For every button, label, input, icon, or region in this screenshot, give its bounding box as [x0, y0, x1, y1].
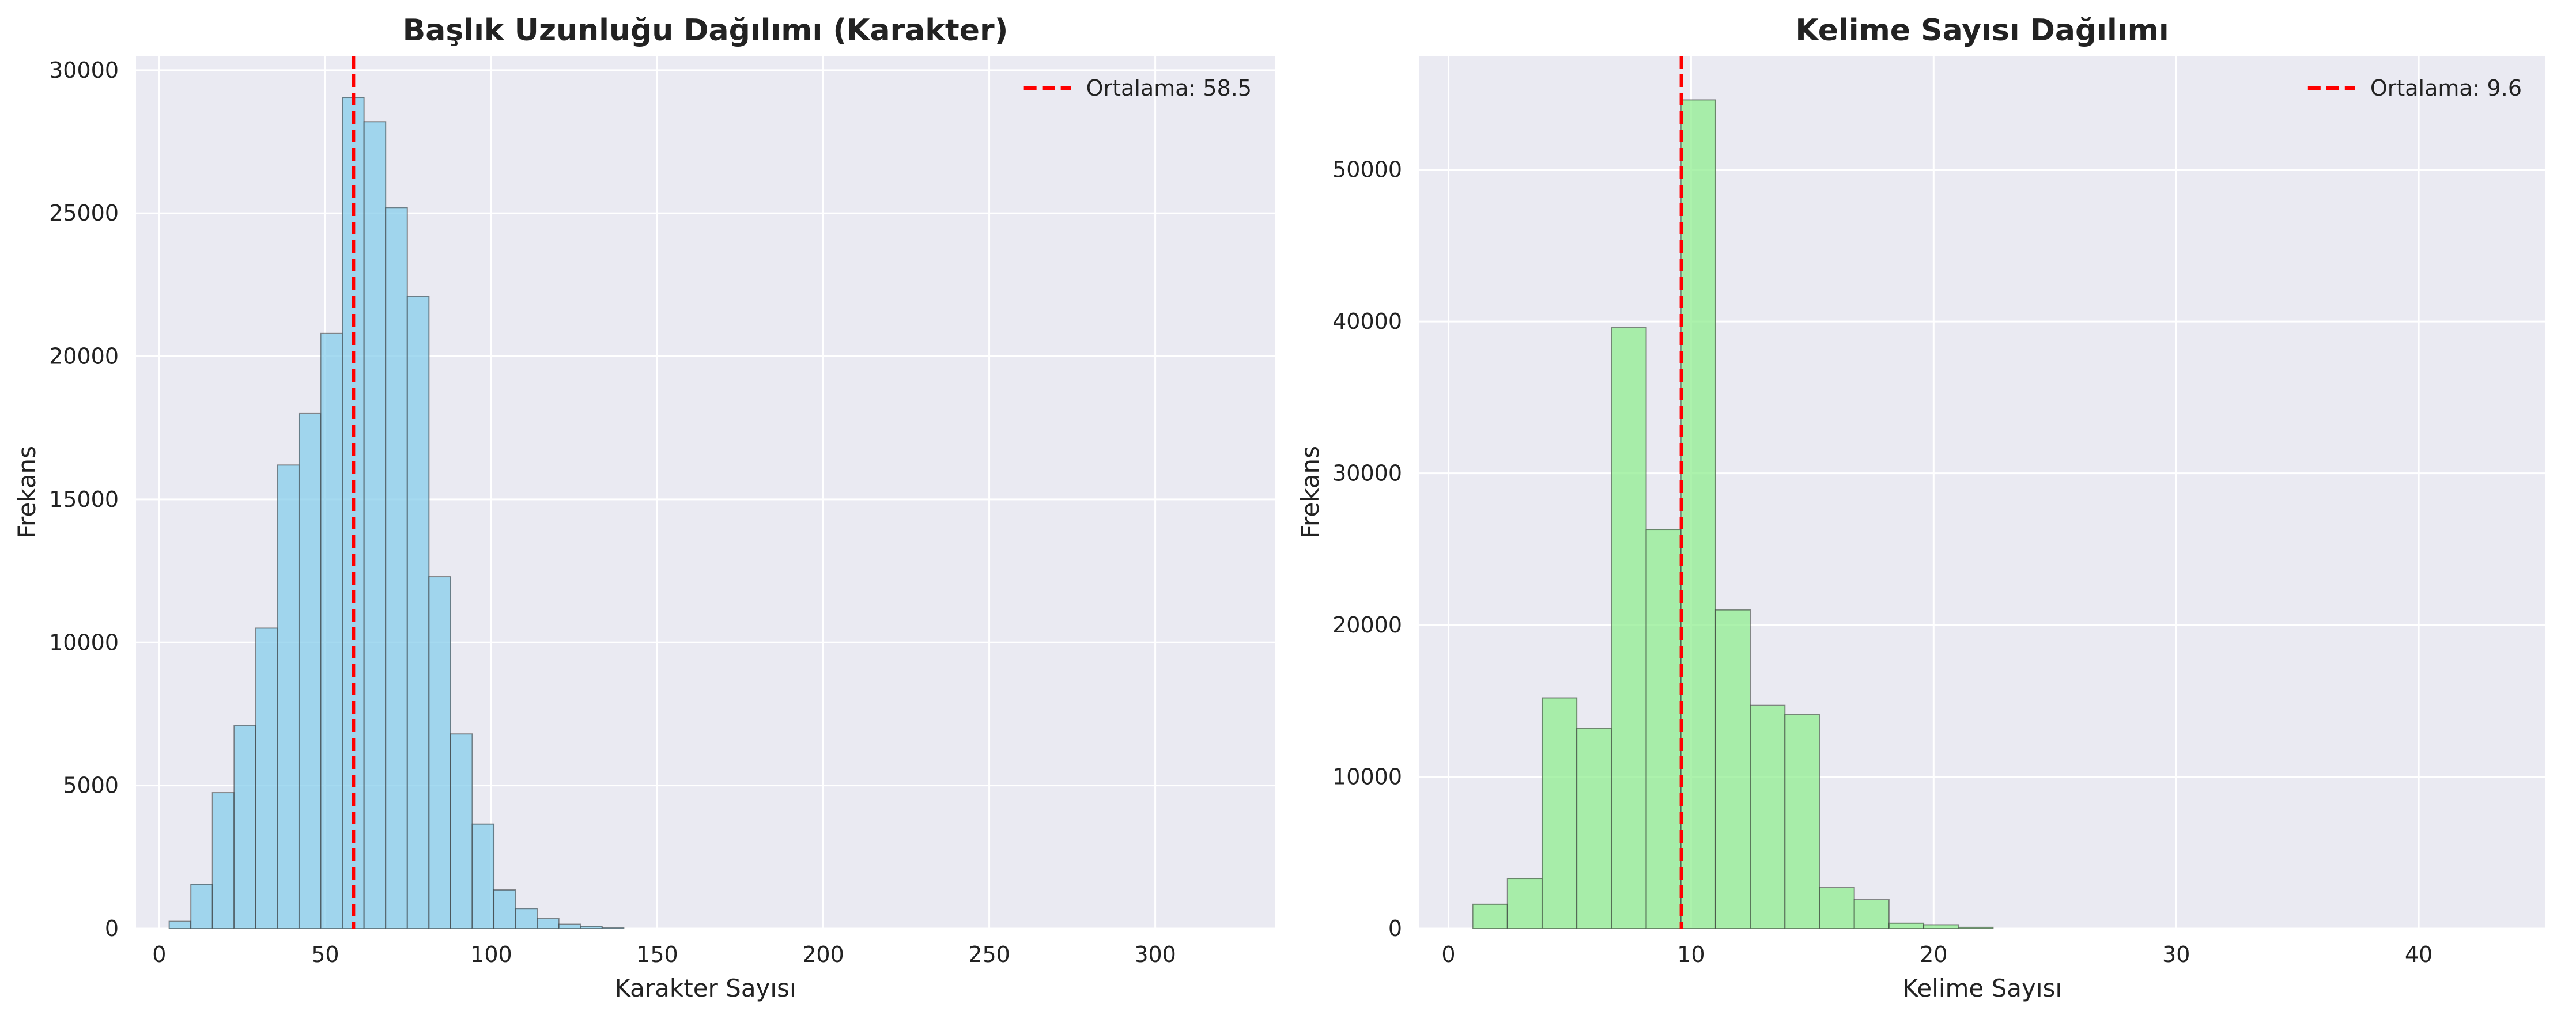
x-tick-labels: 0 50 100 150 200 250 300	[152, 942, 1176, 967]
grid-lines	[136, 56, 1275, 930]
histogram-bar	[320, 332, 343, 929]
histogram-bar	[558, 923, 581, 930]
histogram-bar	[168, 920, 192, 929]
histogram-bar	[601, 927, 625, 930]
histogram-bar	[471, 823, 495, 930]
y-tick-label: 30000	[1332, 461, 1402, 486]
histogram-bar	[1645, 529, 1682, 929]
histogram-bars	[1472, 99, 1994, 930]
y-tick-label: 30000	[49, 58, 119, 83]
y-tick-label: 50000	[1332, 157, 1402, 183]
x-tick-label: 300	[1134, 942, 1176, 967]
histogram-bar	[1923, 924, 1959, 930]
histogram-bar	[537, 918, 560, 929]
histogram-bar	[1680, 99, 1716, 929]
y-tick-labels: 0 10000 20000 30000 40000 50000	[1332, 157, 1402, 941]
histogram-bar	[515, 908, 538, 929]
x-tick-label: 100	[470, 942, 512, 967]
histogram-bar	[1958, 926, 1994, 930]
histogram-bar	[255, 627, 278, 929]
histogram-bar	[211, 792, 235, 929]
x-tick-label: 250	[968, 942, 1010, 967]
x-tick-label: 150	[636, 942, 678, 967]
histogram-bar	[233, 725, 256, 929]
histogram-bar	[1506, 878, 1543, 929]
x-tick-label: 30	[2162, 942, 2190, 967]
chart-title: Kelime Sayısı Dağılımı	[1795, 13, 2169, 48]
histogram-bar	[1472, 903, 1508, 930]
histogram-bar	[1819, 887, 1855, 929]
y-tick-label: 10000	[1332, 764, 1402, 790]
histogram-bar	[493, 889, 516, 930]
y-tick-label: 40000	[1332, 309, 1402, 334]
chart-title: Başlık Uzunluğu Dağılımı (Karakter)	[403, 13, 1009, 48]
legend: Ortalama: 58.5	[1023, 75, 1252, 101]
y-axis-label: Frekans	[1296, 446, 1324, 539]
histogram-bar	[406, 296, 430, 930]
x-tick-labels: 0 10 20 30 40	[1441, 942, 2433, 967]
histogram-bar	[428, 576, 451, 929]
x-axis-label: Kelime Sayısı	[1902, 974, 2062, 1002]
y-tick-label: 0	[105, 916, 119, 941]
chart-panel-title-length: 0 50 100 150 200 250 300 0 5000 10000 15000 20000 2…	[13, 13, 1275, 1002]
y-tick-label: 15000	[49, 487, 119, 512]
histogram-bar	[298, 412, 322, 929]
y-tick-label: 5000	[63, 773, 119, 798]
x-tick-label: 0	[1441, 942, 1455, 967]
x-axis-label: Karakter Sayısı	[614, 974, 796, 1002]
histogram-bars	[168, 97, 625, 930]
x-tick-label: 10	[1677, 942, 1705, 967]
y-tick-labels: 0 5000 10000 15000 20000 25000 30000	[49, 58, 119, 941]
y-tick-label: 20000	[49, 344, 119, 369]
histogram-bar	[450, 733, 473, 929]
x-tick-label: 50	[311, 942, 339, 967]
histogram-bar	[580, 926, 603, 930]
legend: Ortalama: 9.6	[2307, 75, 2522, 101]
histogram-bar	[190, 884, 213, 929]
x-tick-label: 200	[802, 942, 844, 967]
histogram-bar	[1541, 697, 1578, 930]
legend-mean-label: Ortalama: 58.5	[1086, 75, 1252, 101]
x-tick-label: 40	[2405, 942, 2433, 967]
histogram-bar	[1784, 714, 1820, 929]
histogram-bar	[1714, 609, 1751, 929]
histogram-bar	[385, 207, 408, 929]
histogram-bar	[1853, 899, 1890, 929]
histogram-bar	[1611, 327, 1647, 929]
y-tick-label: 20000	[1332, 612, 1402, 638]
chart-panel-word-count: 0 10 20 30 40 0 10000 20000 30000 40000 50000 Kel…	[1296, 13, 2545, 1002]
y-tick-label: 10000	[49, 630, 119, 655]
histogram-bar	[1750, 704, 1786, 930]
legend-mean-label: Ortalama: 9.6	[2370, 75, 2522, 101]
x-tick-label: 20	[1920, 942, 1947, 967]
histogram-bar	[277, 464, 300, 929]
histogram-bar	[1576, 728, 1612, 930]
x-tick-label: 0	[152, 942, 166, 967]
y-tick-label: 0	[1388, 916, 1402, 941]
histogram-bar	[1888, 922, 1925, 930]
histogram-bar	[363, 121, 387, 930]
y-axis-label: Frekans	[13, 446, 41, 539]
y-tick-label: 25000	[49, 200, 119, 226]
